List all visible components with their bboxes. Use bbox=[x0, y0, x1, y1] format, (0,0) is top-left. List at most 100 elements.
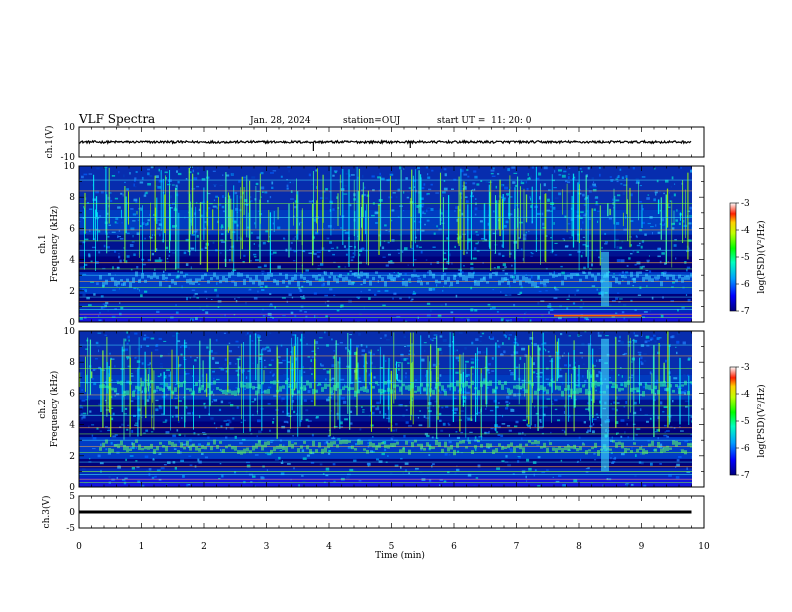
spectrogram-speckle bbox=[477, 351, 481, 354]
spectrogram-speckle bbox=[421, 187, 425, 190]
spectrogram-speckle bbox=[416, 244, 419, 248]
spectrogram-speckle bbox=[539, 421, 542, 423]
spectrogram-speckle bbox=[563, 411, 565, 414]
spectrogram-emission bbox=[537, 441, 540, 444]
spectrogram-speckle bbox=[326, 398, 330, 402]
spectrogram-speckle bbox=[374, 211, 379, 215]
spectrogram-speckle bbox=[147, 168, 150, 171]
spectrogram-speckle bbox=[470, 195, 474, 198]
spectrogram-speckle bbox=[150, 166, 154, 169]
spectrogram-speckle bbox=[640, 360, 643, 363]
spectrogram-emission bbox=[498, 280, 501, 286]
spectrogram-speckle bbox=[317, 347, 319, 349]
spectrogram-event bbox=[601, 251, 609, 307]
spectrogram-speckle bbox=[178, 400, 182, 402]
spectrogram-speckle bbox=[212, 205, 217, 208]
spectrogram-speckle bbox=[131, 430, 134, 433]
spectrogram-speckle bbox=[375, 222, 378, 224]
spectrogram-emission bbox=[453, 449, 456, 456]
spectrogram-speckle bbox=[176, 332, 180, 334]
spectrogram-speckle bbox=[445, 303, 447, 306]
spectrogram-speckle bbox=[281, 397, 285, 400]
spectrogram-emission bbox=[447, 447, 450, 452]
spectrogram-speckle bbox=[678, 222, 681, 225]
spectrogram-emission bbox=[642, 391, 645, 397]
spectrogram-emission bbox=[654, 385, 657, 389]
spectrogram-speckle bbox=[437, 314, 442, 317]
spectrogram-emission bbox=[513, 385, 516, 389]
spectrogram-speckle bbox=[625, 271, 629, 274]
spectrogram-emission bbox=[156, 445, 159, 451]
spectrogram-speckle bbox=[587, 429, 591, 432]
spectrogram-speckle bbox=[670, 186, 672, 188]
spectrogram-speckle bbox=[626, 377, 628, 380]
spectrogram-speckle bbox=[266, 451, 269, 455]
spectrogram-emission bbox=[282, 385, 285, 389]
spectrogram-speckle bbox=[617, 292, 620, 294]
spectrogram-speckle bbox=[88, 208, 93, 210]
spectrogram-emission bbox=[108, 273, 111, 276]
spectrogram-speckle bbox=[310, 345, 312, 347]
spectrogram-speckle bbox=[154, 185, 159, 187]
spectrogram-speckle bbox=[567, 444, 569, 446]
spectrogram-speckle bbox=[308, 210, 311, 212]
spectrogram-speckle bbox=[374, 293, 377, 296]
spectrogram-emission bbox=[114, 280, 117, 286]
spectrogram-speckle bbox=[478, 411, 482, 414]
spectrogram-speckle bbox=[133, 414, 136, 417]
spectrogram-speckle bbox=[228, 383, 233, 386]
spectrogram-emission bbox=[612, 382, 615, 386]
spectrogram-emission bbox=[522, 276, 525, 281]
spectrogram-speckle bbox=[474, 188, 476, 191]
ch1-ytick-top: 10 bbox=[64, 123, 76, 133]
spectrogram-speckle bbox=[270, 441, 273, 443]
spectrogram-speckle bbox=[103, 244, 106, 248]
spectrogram-speckle bbox=[257, 334, 260, 336]
spectrogram-speckle bbox=[641, 362, 644, 365]
spectrogram-speckle bbox=[442, 272, 447, 276]
spectrogram-speckle bbox=[110, 358, 115, 360]
spectrogram-emission bbox=[129, 381, 132, 385]
spectrogram-speckle bbox=[378, 460, 383, 463]
spectrogram-speckle bbox=[547, 383, 550, 386]
spectrogram-speckle bbox=[120, 307, 124, 310]
spectrogram-speckle bbox=[592, 183, 595, 185]
spectrogram-speckle bbox=[122, 193, 124, 197]
spectrogram-speckle bbox=[621, 271, 624, 274]
spectrogram-emission bbox=[141, 447, 144, 451]
spectrogram-emission bbox=[309, 449, 312, 454]
spectrogram-speckle bbox=[537, 485, 541, 487]
spectrogram-speckle bbox=[602, 331, 605, 333]
spectrogram-speckle bbox=[587, 343, 592, 346]
spectrogram-speckle bbox=[510, 319, 512, 322]
spectrogram-speckle bbox=[623, 184, 628, 186]
spectrogram-speckle bbox=[337, 275, 340, 278]
spectrogram-speckle bbox=[353, 469, 355, 471]
spectrogram-speckle bbox=[604, 243, 608, 245]
spectrogram-emission bbox=[249, 382, 252, 389]
spectrogram-speckle bbox=[497, 266, 500, 269]
spectrogram-speckle bbox=[144, 237, 146, 240]
spectrogram-speckle bbox=[593, 181, 595, 184]
spectrogram-speckle bbox=[568, 253, 572, 256]
spectrogram-speckle bbox=[524, 434, 527, 436]
spectrogram-emission bbox=[528, 440, 531, 443]
spectrogram-speckle bbox=[505, 455, 508, 458]
spectrogram-speckle bbox=[234, 363, 237, 365]
spectrogram-speckle bbox=[105, 448, 108, 451]
spectrogram-speckle bbox=[283, 444, 285, 447]
spectrogram-emission bbox=[585, 388, 588, 395]
spectrogram-speckle bbox=[314, 315, 316, 318]
spectrogram-speckle bbox=[439, 374, 442, 377]
spectrogram-speckle bbox=[530, 255, 533, 257]
spectrogram-speckle bbox=[536, 281, 541, 285]
spectrogram-speckle bbox=[251, 176, 256, 179]
spectrogram-emission bbox=[195, 445, 198, 451]
spectrogram-speckle bbox=[185, 263, 189, 266]
spectrogram-speckle bbox=[582, 302, 585, 306]
spectrogram-speckle bbox=[661, 272, 664, 275]
spectrogram-emission bbox=[651, 440, 654, 446]
spectrogram-emission bbox=[633, 277, 636, 283]
spectrogram-speckle bbox=[81, 416, 83, 420]
spectrogram-speckle bbox=[347, 170, 349, 173]
